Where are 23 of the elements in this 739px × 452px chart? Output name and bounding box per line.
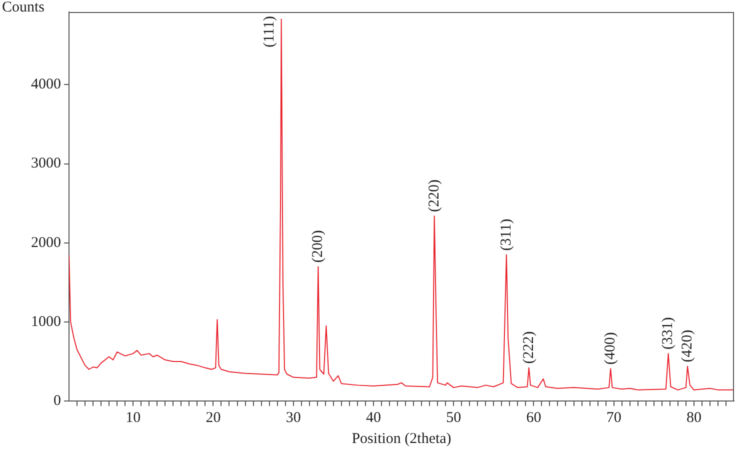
x-tick-label: 50 bbox=[446, 410, 462, 426]
y-tick-label: 3000 bbox=[31, 156, 61, 172]
x-tick-label: 80 bbox=[686, 410, 702, 426]
annotation: (111) bbox=[261, 16, 278, 48]
x-tick-label: 10 bbox=[126, 410, 141, 426]
annotation: (200) bbox=[310, 230, 326, 263]
x-tick-label: 70 bbox=[606, 410, 622, 426]
annotation: (220) bbox=[426, 179, 442, 212]
y-axis-title: Counts bbox=[2, 0, 45, 16]
annotation: (331) bbox=[660, 317, 676, 350]
x-tick-label: 60 bbox=[526, 410, 542, 426]
annotation: (400) bbox=[602, 332, 619, 365]
x-axis-title: Position (2theta) bbox=[352, 430, 452, 447]
y-tick-label: 1000 bbox=[31, 314, 61, 330]
y-tick-label: 0 bbox=[54, 392, 61, 409]
x-tick-label: 40 bbox=[366, 410, 381, 426]
annotation: (311) bbox=[498, 218, 514, 251]
x-tick-label: 20 bbox=[206, 410, 221, 426]
x-tick-label: 30 bbox=[286, 410, 301, 426]
y-tick-label: 2000 bbox=[31, 234, 61, 251]
annotation: (420) bbox=[679, 330, 696, 362]
annotation: (222) bbox=[520, 331, 537, 364]
y-tick-label: 4000 bbox=[31, 76, 61, 93]
